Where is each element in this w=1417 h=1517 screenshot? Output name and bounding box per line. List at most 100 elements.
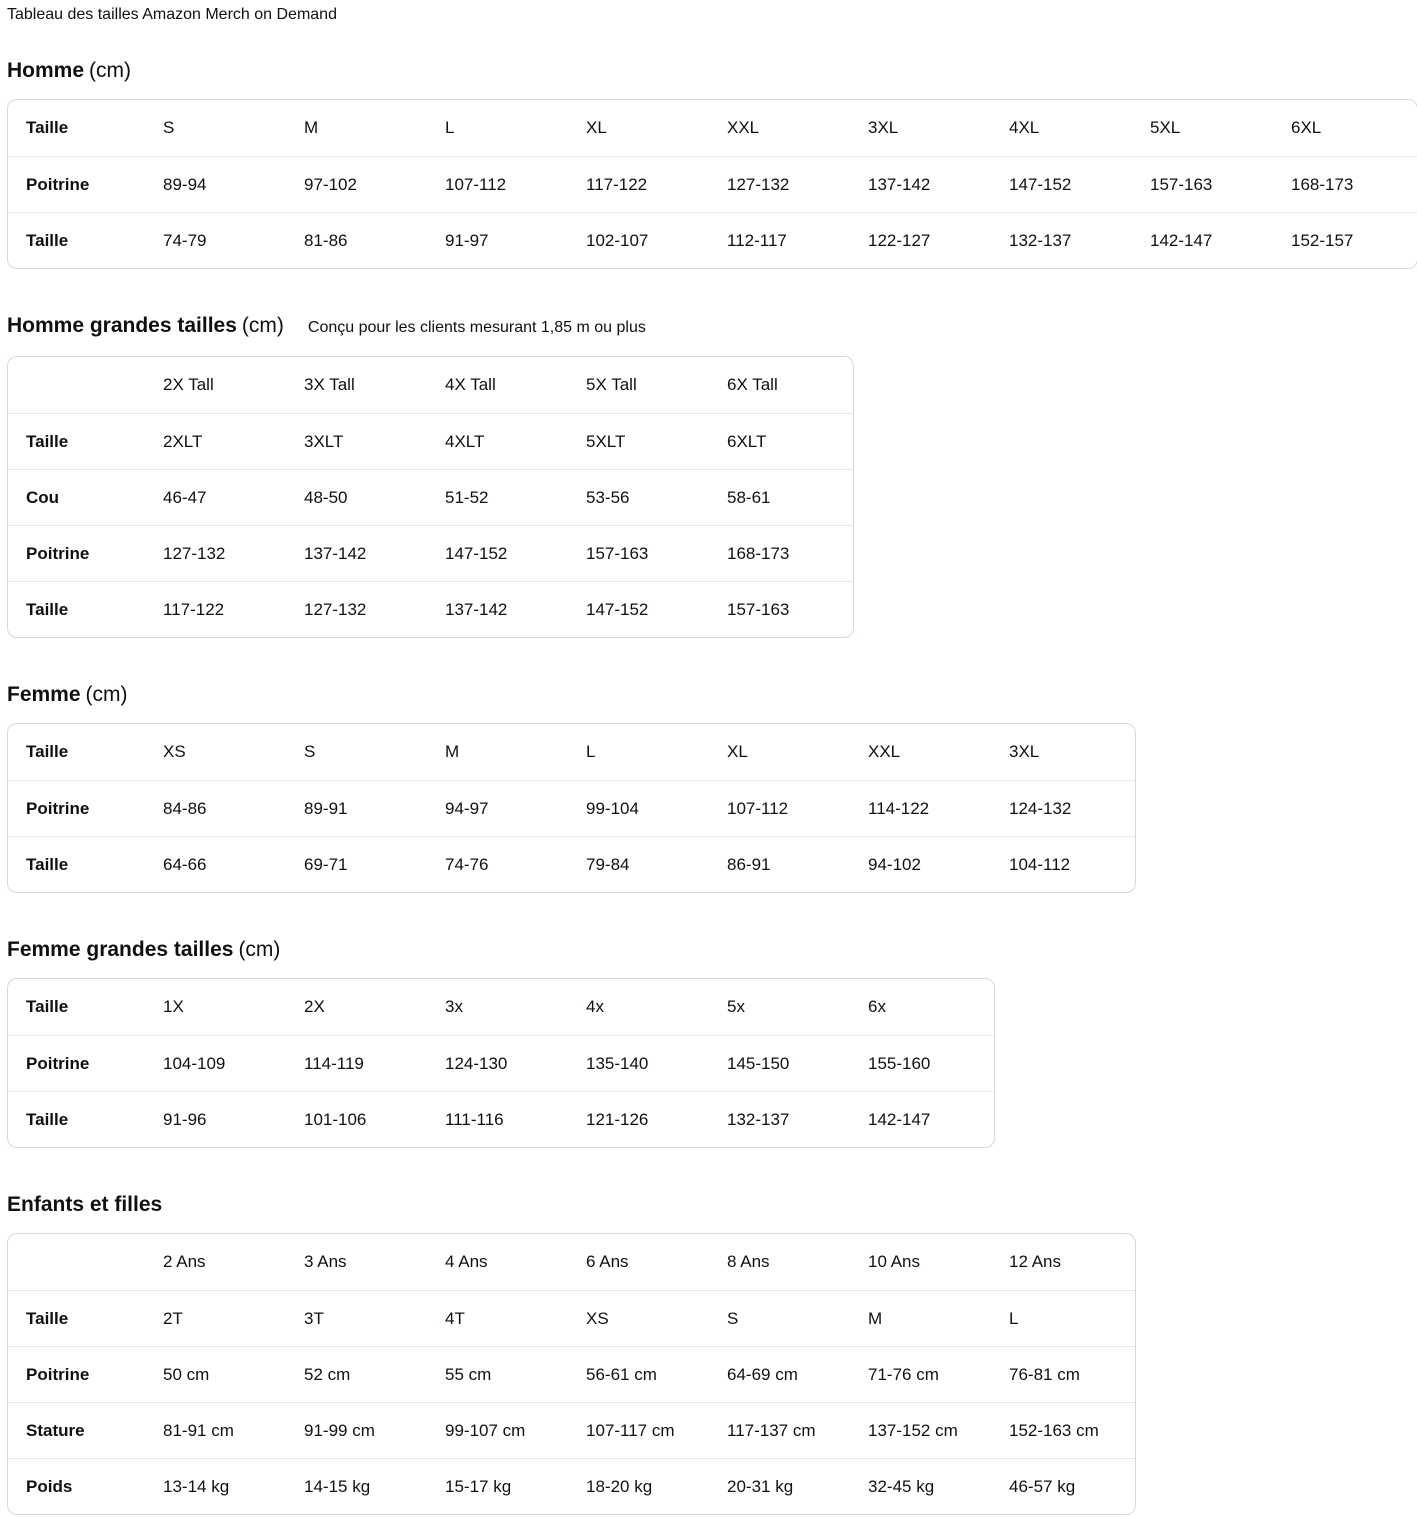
section-subtitle: Conçu pour les clients mesurant 1,85 m o… — [307, 319, 646, 336]
section-enfants-et-filles: Enfants et filles 2 Ans 3 Ans 4 Ans 6 Ans 8 A… — [7, 1193, 1410, 1515]
size-table-femme-grandes-tailles: Taille 1X 2X 3x 4x 5x 6x Poitrine 104-109 114-119… — [7, 978, 995, 1148]
value-cell: 137-152 cm — [853, 1402, 994, 1458]
value-cell: 124-130 — [430, 1035, 571, 1091]
value-cell: 64-66 — [148, 836, 289, 892]
value-cell: 91-97 — [430, 212, 571, 268]
value-cell: 48-50 — [289, 469, 430, 525]
value-cell: 137-142 — [430, 581, 571, 637]
value-cell: 55 cm — [430, 1346, 571, 1402]
section-title: Femme grandes tailles — [7, 938, 234, 961]
row-label: Poitrine — [8, 525, 148, 581]
row-label — [8, 1234, 148, 1290]
row-label: Poitrine — [8, 156, 148, 212]
section-femme-grandes-tailles: Femme grandes tailles (cm) Taille 1X 2X 3x 4x 5… — [7, 938, 1410, 1148]
value-cell: 46-47 — [148, 469, 289, 525]
section-heading: Homme grandes tailles (cm) Conçu pour les … — [7, 314, 1410, 340]
table-row: Poitrine 104-109 114-119 124-130 135-140 145-… — [8, 1035, 994, 1091]
column-header-cell: XL — [727, 742, 748, 761]
value-cell: 53-56 — [571, 469, 712, 525]
column-header-cell: 3XL — [1009, 742, 1040, 761]
section-unit: (cm) — [89, 59, 132, 82]
column-header-cell: 4 Ans — [445, 1252, 488, 1271]
value-cell: 152-157 — [1276, 212, 1417, 268]
value-cell: 71-76 cm — [853, 1346, 994, 1402]
column-header-cell: 3x — [445, 997, 463, 1016]
size-table-enfants-et-filles: 2 Ans 3 Ans 4 Ans 6 Ans 8 Ans 10 Ans 12 Ans Tai… — [7, 1233, 1136, 1515]
column-header-cell: 2 Ans — [163, 1252, 206, 1271]
size-table-femme: Taille XS S M L XL XXL 3XL Poitrine 84-86 89-91 94-… — [7, 723, 1136, 893]
row-label: Cou — [8, 469, 148, 525]
row-label: Taille — [8, 413, 148, 469]
value-cell: 104-109 — [148, 1035, 289, 1091]
header-row: Taille S M L XL XXL 3XL 4XL 5XL 6XL — [8, 100, 1417, 156]
table-row: Poitrine 50 cm 52 cm 55 cm 56-61 cm 64-69 cm 7… — [8, 1346, 1135, 1402]
section-unit: (cm) — [85, 683, 128, 706]
section-title: Homme grandes tailles — [7, 314, 237, 337]
table-row: Poids 13-14 kg 14-15 kg 15-17 kg 18-20 kg 20-… — [8, 1458, 1135, 1514]
value-cell: 5XLT — [571, 413, 712, 469]
value-cell: L — [994, 1290, 1135, 1346]
value-cell: 94-97 — [430, 780, 571, 836]
value-cell: 117-122 — [571, 156, 712, 212]
value-cell: 97-102 — [289, 156, 430, 212]
value-cell: 89-91 — [289, 780, 430, 836]
value-cell: 132-137 — [712, 1091, 853, 1147]
value-cell: 114-122 — [853, 780, 994, 836]
row-label: Poitrine — [8, 1346, 148, 1402]
value-cell: 137-142 — [853, 156, 994, 212]
value-cell: 147-152 — [571, 581, 712, 637]
value-cell: 4T — [430, 1290, 571, 1346]
value-cell: 14-15 kg — [289, 1458, 430, 1514]
section-homme-grandes-tailles: Homme grandes tailles (cm) Conçu pour les … — [7, 314, 1410, 638]
value-cell: 157-163 — [1135, 156, 1276, 212]
column-header-cell: 5XL — [1150, 118, 1181, 137]
table-row: Taille 91-96 101-106 111-116 121-126 132-137 1… — [8, 1091, 994, 1147]
value-cell: M — [853, 1290, 994, 1346]
value-cell: 101-106 — [289, 1091, 430, 1147]
value-cell: 76-81 cm — [994, 1346, 1135, 1402]
column-header-cell: 8 Ans — [727, 1252, 770, 1271]
table-row: Taille 2T 3T 4T XS S M L — [8, 1290, 1135, 1346]
value-cell: 157-163 — [712, 581, 853, 637]
column-header-cell: 6X Tall — [727, 375, 778, 394]
value-cell: 157-163 — [571, 525, 712, 581]
row-label: Poitrine — [8, 780, 148, 836]
column-header-cell: XL — [586, 118, 607, 137]
value-cell: 91-99 cm — [289, 1402, 430, 1458]
value-cell: 4XLT — [430, 413, 571, 469]
column-header-cell: L — [586, 742, 596, 761]
size-table-homme-grandes-tailles: 2X Tall 3X Tall 4X Tall 5X Tall 6X Tall Taill… — [7, 356, 854, 638]
section-unit: (cm) — [238, 938, 281, 961]
column-header-cell: 4X Tall — [445, 375, 496, 394]
row-label: Taille — [26, 997, 69, 1016]
header-row: Taille 1X 2X 3x 4x 5x 6x — [8, 979, 994, 1035]
table-row: Taille 74-79 81-86 91-97 102-107 112-117 122-1… — [8, 212, 1417, 268]
column-header-cell: S — [163, 118, 175, 137]
value-cell: 18-20 kg — [571, 1458, 712, 1514]
column-header-cell: M — [304, 118, 319, 137]
section-heading: Femme grandes tailles (cm) — [7, 938, 1410, 962]
row-label: Stature — [8, 1402, 148, 1458]
column-header-cell: 12 Ans — [1009, 1252, 1061, 1271]
row-label: Taille — [8, 836, 148, 892]
column-header-cell: 6x — [868, 997, 886, 1016]
value-cell: 168-173 — [712, 525, 853, 581]
value-cell: 58-61 — [712, 469, 853, 525]
section-homme: Homme (cm) Taille S M L XL XXL 3XL 4XL 5XL 6XL Poitr… — [7, 59, 1417, 269]
table-row: Taille 2XLT 3XLT 4XLT 5XLT 6XLT — [8, 413, 853, 469]
column-header-cell: 10 Ans — [868, 1252, 920, 1271]
row-label: Taille — [8, 1290, 148, 1346]
value-cell: 13-14 kg — [148, 1458, 289, 1514]
value-cell: 89-94 — [148, 156, 289, 212]
column-header-cell: 3X Tall — [304, 375, 355, 394]
value-cell: 117-137 cm — [712, 1402, 853, 1458]
header-row: Taille XS S M L XL XXL 3XL — [8, 724, 1135, 780]
value-cell: 132-137 — [994, 212, 1135, 268]
value-cell: 64-69 cm — [712, 1346, 853, 1402]
value-cell: 107-112 — [712, 780, 853, 836]
value-cell: 81-91 cm — [148, 1402, 289, 1458]
sections-container: Homme (cm) Taille S M L XL XXL 3XL 4XL 5XL 6XL Poitr… — [7, 59, 1417, 1515]
value-cell: 6XLT — [712, 413, 853, 469]
value-cell: 94-102 — [853, 836, 994, 892]
value-cell: 124-132 — [994, 780, 1135, 836]
